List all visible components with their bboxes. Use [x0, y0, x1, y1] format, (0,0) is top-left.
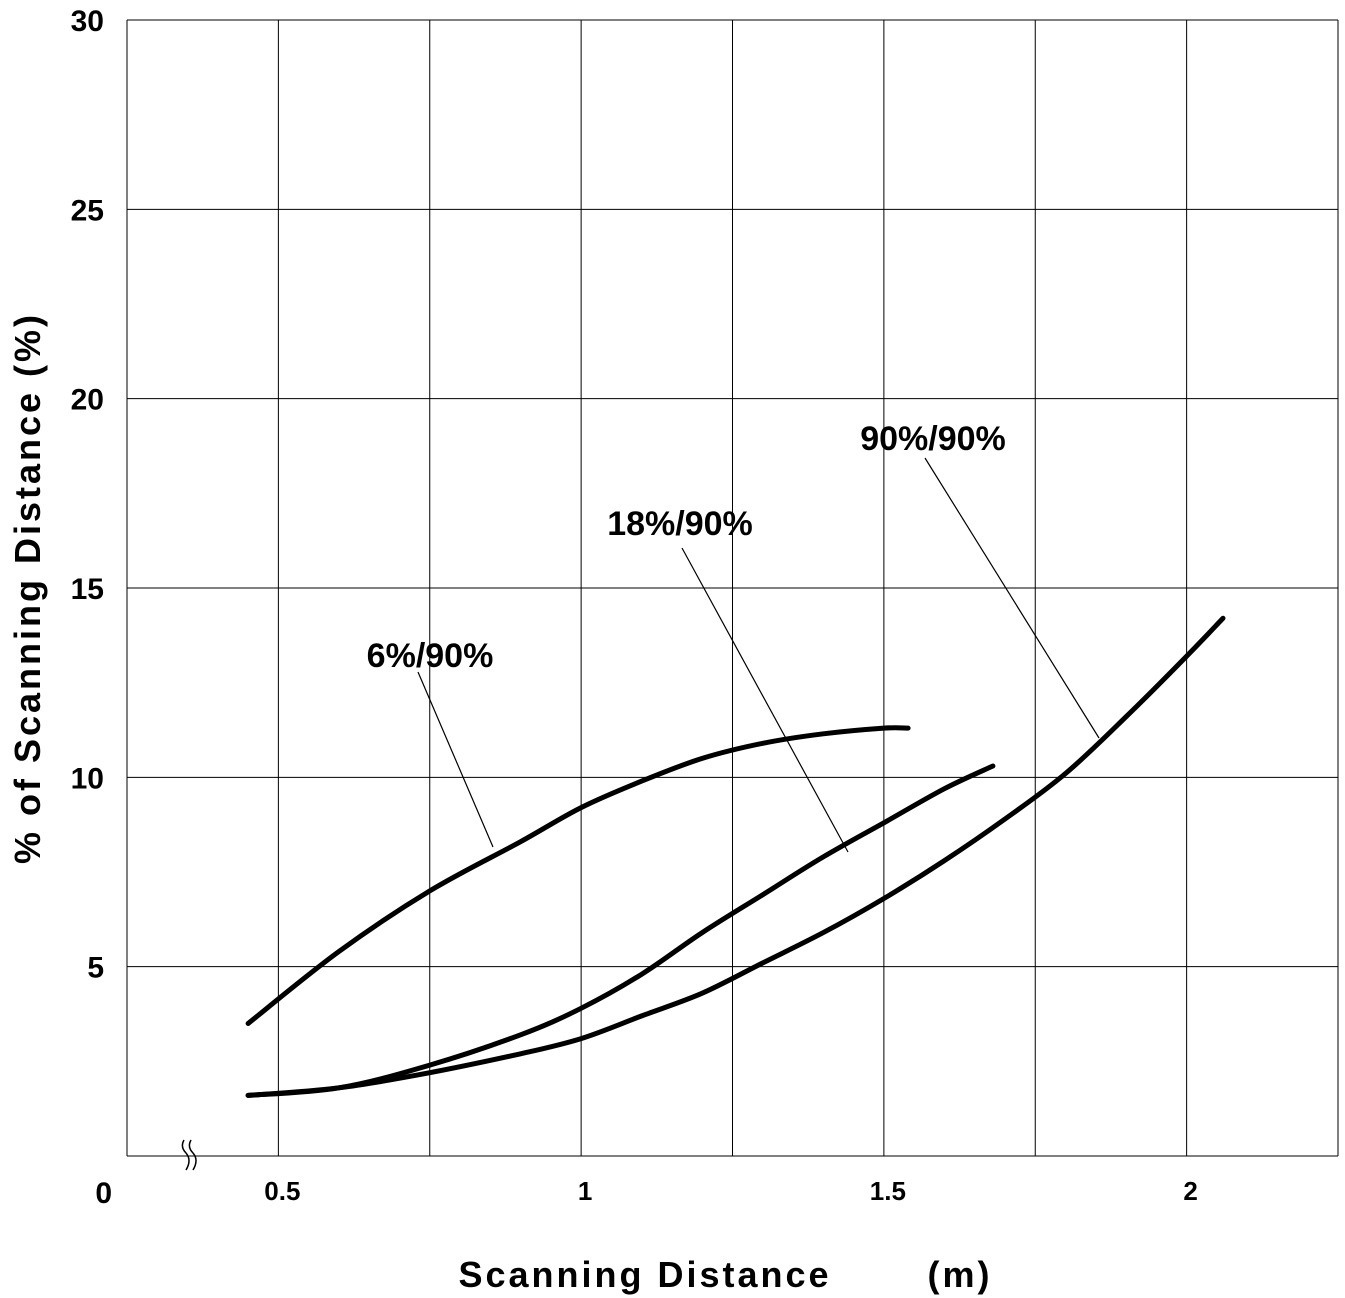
y-tick-label: 30: [71, 5, 104, 38]
grid-lines: [126, 19, 1339, 1157]
axis-break-mark: [181, 1139, 197, 1171]
series-label-2: 18%/90%: [607, 505, 753, 543]
y-axis-title: % of Scanning Distance (%): [7, 312, 48, 864]
y-tick-label: 25: [71, 194, 104, 227]
series-line-3: [245, 615, 1226, 1098]
tick-labels: 0 5 10 15 20 25 30 0.5 1 1.5 2: [71, 5, 1198, 1210]
y-tick-label: 5: [87, 952, 104, 985]
series-lines: [245, 615, 1226, 1098]
leader-line-3: [924, 457, 1100, 739]
series-line-1: [245, 725, 911, 1026]
x-tick-label: 1.5: [870, 1176, 906, 1206]
series-labels: 6%/90% 18%/90% 90%/90%: [367, 420, 1006, 675]
x-tick-label: 1: [578, 1176, 592, 1206]
label-leader-lines: [417, 457, 1100, 853]
y-tick-label: 20: [71, 384, 104, 417]
series-line-2: [245, 763, 996, 1098]
y-tick-label: 0: [95, 1177, 112, 1210]
y-tick-label: 10: [71, 762, 104, 795]
x-axis-unit: (m): [928, 1254, 993, 1295]
x-axis-title: Scanning Distance: [458, 1254, 831, 1295]
series-label-3: 90%/90%: [860, 420, 1006, 458]
leader-line-1: [417, 671, 494, 848]
leader-line-2: [681, 547, 849, 853]
series-label-1: 6%/90%: [367, 637, 494, 675]
x-tick-label: 2: [1183, 1176, 1197, 1206]
y-tick-label: 15: [71, 573, 104, 606]
x-tick-label: 0.5: [264, 1176, 300, 1206]
